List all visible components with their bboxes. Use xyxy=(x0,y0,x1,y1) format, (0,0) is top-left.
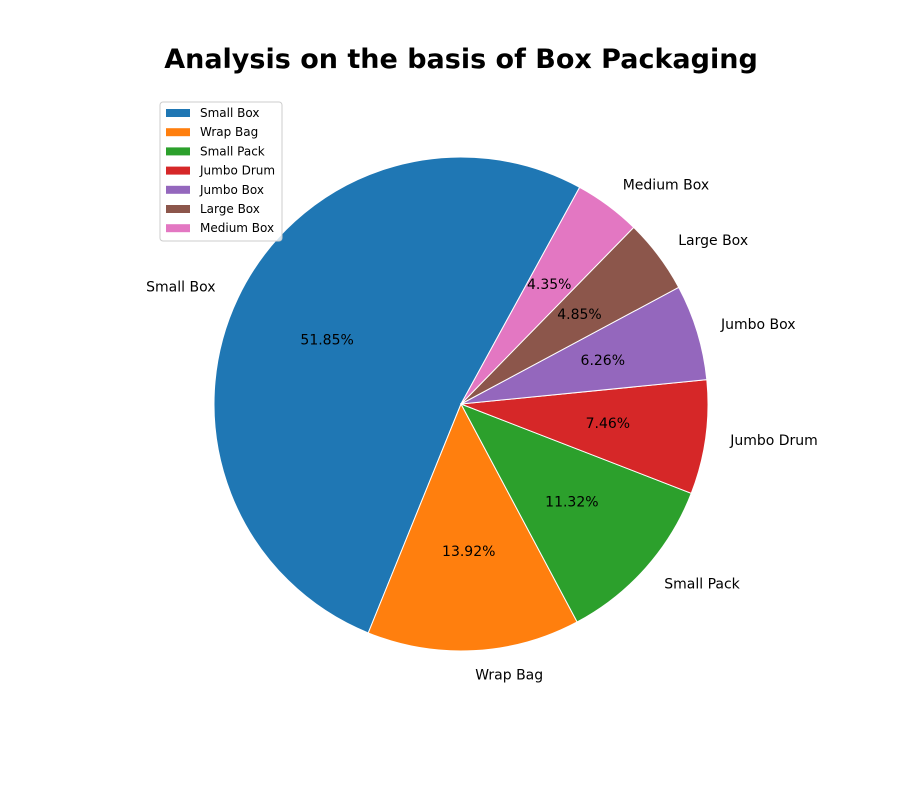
pct-label-small-pack: 11.32% xyxy=(545,494,598,510)
pct-label-wrap-bag: 13.92% xyxy=(442,544,495,560)
legend-label-wrap-bag: Wrap Bag xyxy=(200,125,258,139)
slice-label-large-box: Large Box xyxy=(678,233,748,249)
legend-swatch-small-pack xyxy=(166,147,190,156)
legend-label-small-box: Small Box xyxy=(200,106,259,120)
chart-title: Analysis on the basis of Box Packaging xyxy=(164,44,758,75)
pct-label-large-box: 4.85% xyxy=(557,307,601,323)
legend-swatch-wrap-bag xyxy=(166,128,190,137)
pct-label-jumbo-drum: 7.46% xyxy=(586,416,630,432)
pct-label-jumbo-box: 6.26% xyxy=(581,353,625,369)
slice-label-jumbo-box: Jumbo Box xyxy=(720,317,796,333)
legend-label-small-pack: Small Pack xyxy=(200,144,265,158)
slice-label-small-box: Small Box xyxy=(146,280,215,296)
pie-slice-small-pack xyxy=(459,403,692,623)
legend-label-large-box: Large Box xyxy=(200,202,260,216)
legend-swatch-large-box xyxy=(166,205,190,213)
legend: Small Box Wrap Bag Small Pack Jumbo Drum Jum… xyxy=(159,101,283,242)
pie-slices xyxy=(213,156,709,652)
slice-labels: Small Box Wrap Bag Small Pack Jumbo Drum Jum… xyxy=(146,178,818,684)
legend-swatch-jumbo-box xyxy=(166,185,190,194)
percentage-labels: 51.85% 13.92% 11.32% 7.46% 6.26% 4.85% 4.35% xyxy=(300,277,630,560)
legend-label-jumbo-drum: Jumbo Drum xyxy=(199,164,275,178)
slice-label-wrap-bag: Wrap Bag xyxy=(475,667,543,683)
pie-slice-medium-box xyxy=(460,186,635,405)
pie-slice-jumbo-drum xyxy=(460,379,709,494)
pct-label-medium-box: 4.35% xyxy=(527,277,571,293)
slice-label-small-pack: Small Pack xyxy=(664,576,740,592)
pie-slice-small-box xyxy=(213,156,581,634)
pct-label-small-box: 51.85% xyxy=(300,332,353,348)
legend-swatch-jumbo-drum xyxy=(166,166,190,175)
legend-label-medium-box: Medium Box xyxy=(200,221,274,235)
legend-label-jumbo-box: Jumbo Box xyxy=(199,183,264,197)
pie-slice-wrap-bag xyxy=(367,402,578,652)
legend-frame xyxy=(159,101,283,242)
legend-swatch-medium-box xyxy=(166,224,190,233)
slice-label-jumbo-drum: Jumbo Drum xyxy=(729,433,818,449)
legend-swatch-small-box xyxy=(166,109,190,117)
slice-label-medium-box: Medium Box xyxy=(623,178,709,194)
